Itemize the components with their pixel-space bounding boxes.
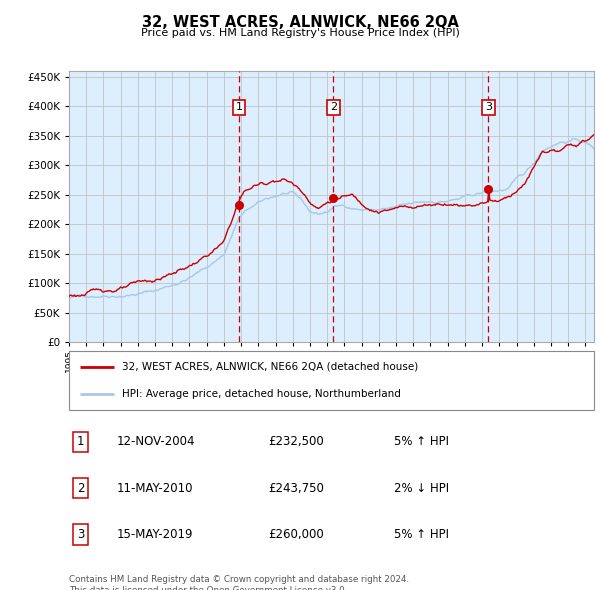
Text: 5% ↑ HPI: 5% ↑ HPI xyxy=(395,435,449,448)
Text: 3: 3 xyxy=(485,103,492,112)
Text: £260,000: £260,000 xyxy=(269,528,324,541)
Text: 32, WEST ACRES, ALNWICK, NE66 2QA (detached house): 32, WEST ACRES, ALNWICK, NE66 2QA (detac… xyxy=(121,362,418,372)
Text: £232,500: £232,500 xyxy=(269,435,324,448)
Text: 5% ↑ HPI: 5% ↑ HPI xyxy=(395,528,449,541)
Text: Contains HM Land Registry data © Crown copyright and database right 2024.
This d: Contains HM Land Registry data © Crown c… xyxy=(69,575,409,590)
Text: 15-MAY-2019: 15-MAY-2019 xyxy=(116,528,193,541)
Text: 11-MAY-2010: 11-MAY-2010 xyxy=(116,481,193,495)
Text: 12-NOV-2004: 12-NOV-2004 xyxy=(116,435,195,448)
FancyBboxPatch shape xyxy=(69,351,594,410)
Text: 2: 2 xyxy=(77,481,84,495)
Text: HPI: Average price, detached house, Northumberland: HPI: Average price, detached house, Nort… xyxy=(121,389,400,399)
Text: 1: 1 xyxy=(77,435,84,448)
Text: 1: 1 xyxy=(235,103,242,112)
Text: 2% ↓ HPI: 2% ↓ HPI xyxy=(395,481,449,495)
Text: 3: 3 xyxy=(77,528,84,541)
Text: Price paid vs. HM Land Registry's House Price Index (HPI): Price paid vs. HM Land Registry's House … xyxy=(140,28,460,38)
Text: 2: 2 xyxy=(330,103,337,112)
Text: £243,750: £243,750 xyxy=(269,481,325,495)
Text: 32, WEST ACRES, ALNWICK, NE66 2QA: 32, WEST ACRES, ALNWICK, NE66 2QA xyxy=(142,15,458,30)
